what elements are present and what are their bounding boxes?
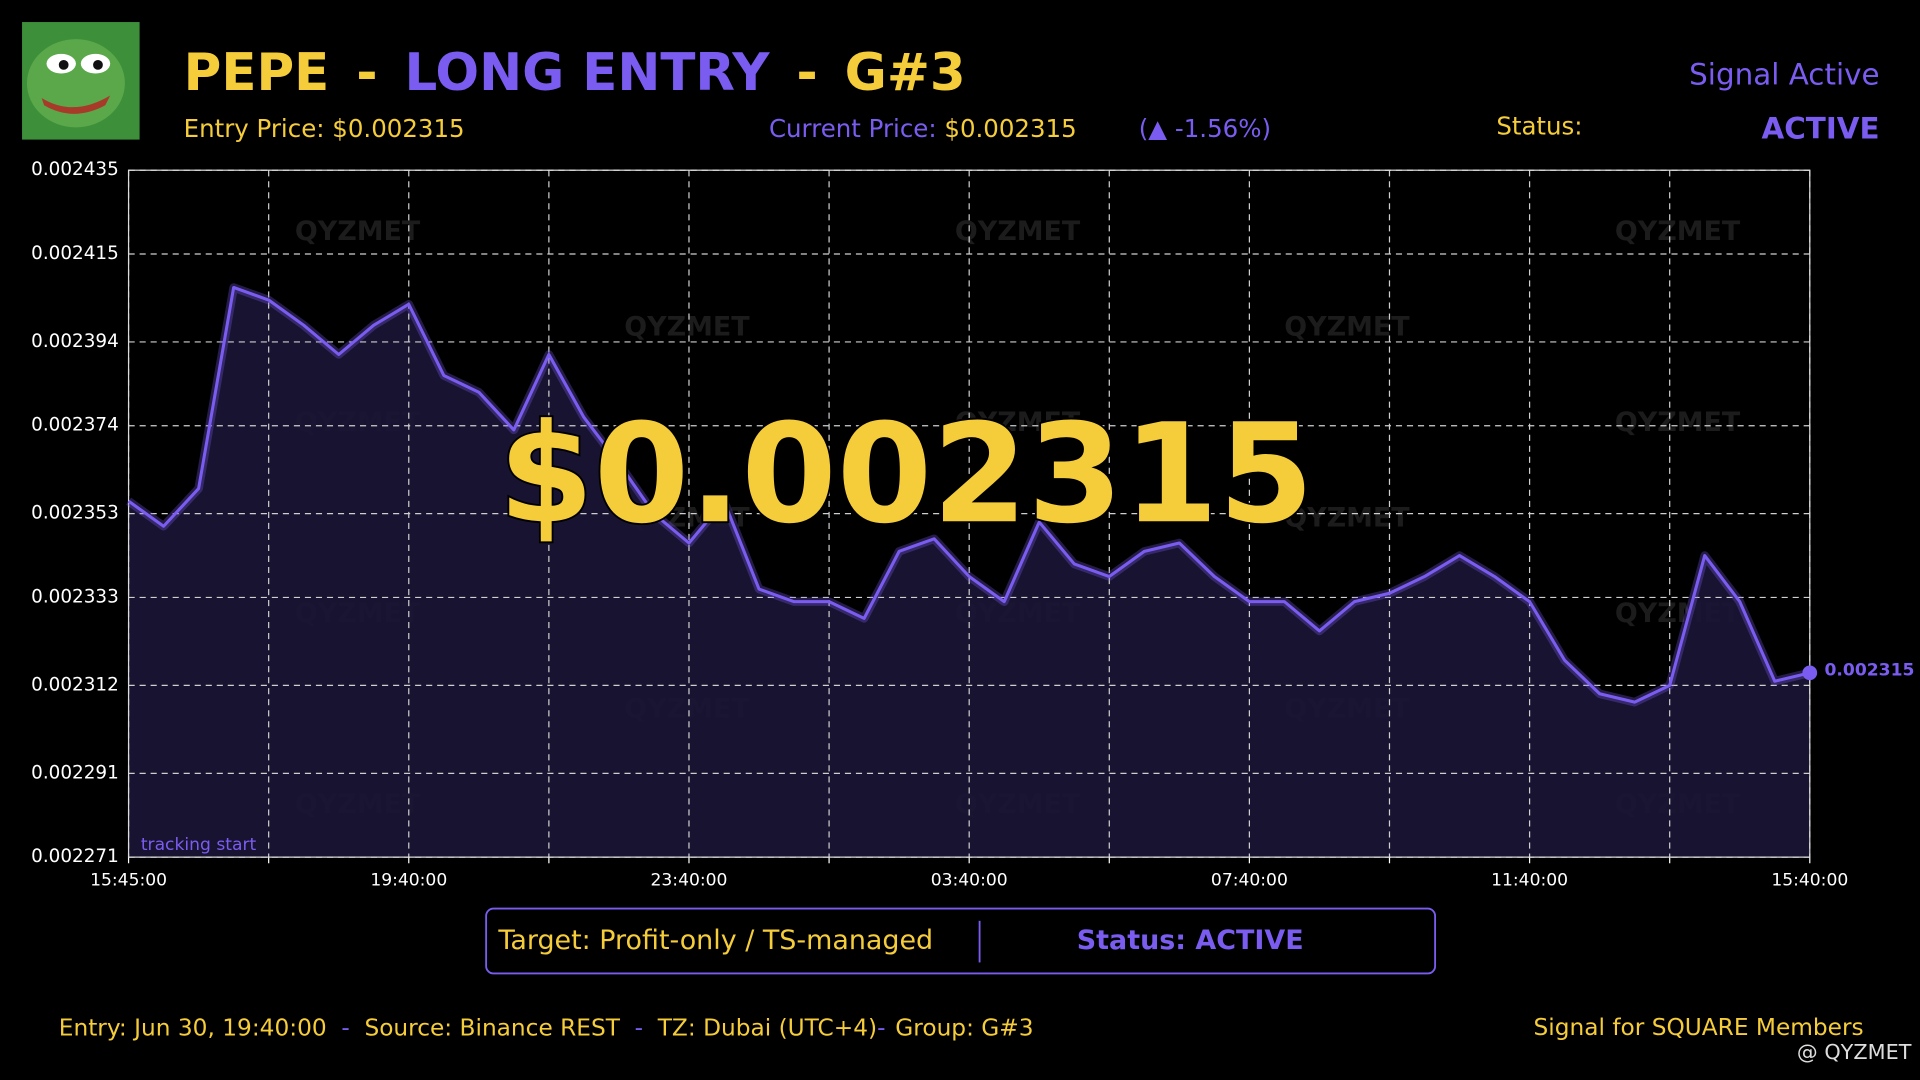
footer-separator: -: [341, 1014, 349, 1041]
title: PEPE - LONG ENTRY - G#3: [184, 43, 966, 103]
title-part: LONG ENTRY: [404, 43, 770, 103]
y-tick-label: 0.002353: [31, 503, 119, 524]
y-tick-label: 0.002374: [31, 415, 119, 436]
signal-state: Signal Active: [1689, 57, 1879, 91]
x-tick-label: 19:40:00: [370, 870, 447, 890]
y-tick-label: 0.002394: [31, 331, 119, 352]
last-price-label: 0.002315: [1824, 660, 1914, 680]
entry-value: $0.002315: [332, 114, 464, 143]
price-change: (▲ -1.56%): [1139, 114, 1271, 143]
entry-price: Entry Price: $0.002315: [184, 114, 465, 143]
handle: @ QYZMET: [1797, 1040, 1912, 1064]
y-tick-label: 0.002271: [31, 846, 119, 867]
x-tick-label: 15:45:00: [90, 870, 167, 890]
footer-right: Signal for SQUARE Members: [1534, 1014, 1864, 1041]
title-part: PEPE: [184, 43, 330, 103]
annotation: tracking start: [141, 835, 257, 855]
footer-separator: -: [635, 1014, 643, 1041]
plot-frame: [127, 169, 1811, 858]
entry-label: Entry Price:: [184, 114, 325, 143]
target-box: [485, 907, 1437, 975]
y-tick-label: 0.002415: [31, 243, 119, 264]
status-value: ACTIVE: [1762, 111, 1880, 145]
x-tick-label: 11:40:00: [1491, 870, 1568, 890]
target-text: Target: Profit-only / TS-managed: [497, 925, 933, 956]
last-point: [1802, 665, 1818, 681]
footer-info: Entry: Jun 30, 19:40:00- Source: Binance …: [59, 1014, 1034, 1041]
x-tick-label: 15:40:00: [1771, 870, 1848, 890]
footer-separator: -: [877, 1014, 885, 1041]
title-separator: -: [356, 43, 377, 103]
y-tick-label: 0.002312: [31, 674, 119, 695]
current-value: $0.002315: [944, 114, 1076, 143]
watermark: QYZMET: [955, 407, 1081, 438]
avatar: [22, 22, 140, 140]
y-tick-label: 0.002435: [31, 159, 119, 180]
watermark: QYZMET: [1284, 312, 1410, 343]
y-tick-label: 0.002291: [31, 762, 119, 783]
x-tick-label: 23:40:00: [651, 870, 728, 890]
x-tick-label: 03:40:00: [931, 870, 1008, 890]
current-label: Current Price:: [769, 114, 937, 143]
y-tick-label: 0.002333: [31, 586, 119, 607]
price-line: [127, 285, 1811, 704]
watermark: QYZMET: [624, 312, 750, 343]
current-price: Current Price: $0.002315: [769, 114, 1077, 143]
big-price: $0.002315: [498, 395, 1313, 554]
watermark: QYZMET: [1615, 407, 1741, 438]
watermark: QYZMET: [955, 216, 1081, 247]
watermark: QYZMET: [295, 216, 421, 247]
title-separator: -: [796, 43, 817, 103]
box-status: Status: ACTIVE: [1077, 925, 1304, 956]
footer-item: TZ: Dubai (UTC+4): [657, 1014, 877, 1041]
footer-item: Group: G#3: [895, 1014, 1033, 1041]
footer-item: Source: Binance REST: [364, 1014, 620, 1041]
status-label: Status:: [1496, 111, 1582, 140]
x-tick-label: 07:40:00: [1211, 870, 1288, 890]
footer-item: Entry: Jun 30, 19:40:00: [59, 1014, 327, 1041]
chart: QYZMET QYZMET QYZMET QYZMET QYZMET QYZMET QYZM…: [31, 159, 1914, 890]
watermark: QYZMET: [1615, 216, 1741, 247]
title-part: G#3: [845, 43, 966, 103]
